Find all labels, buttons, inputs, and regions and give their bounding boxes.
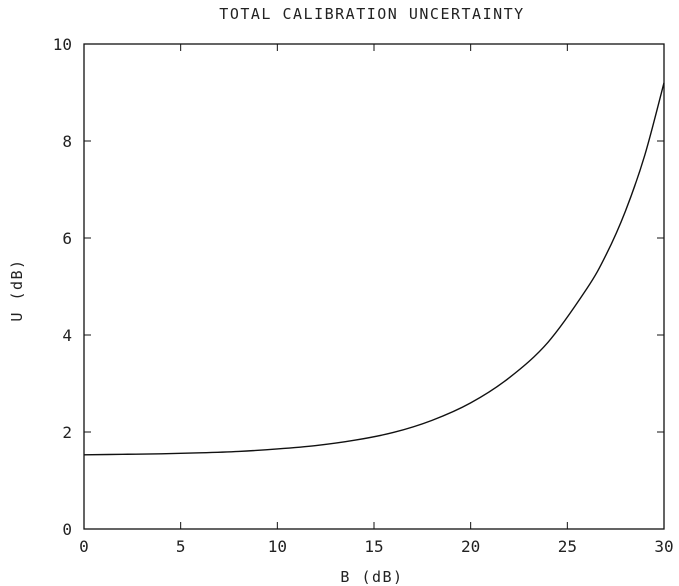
x-tick-label: 5 xyxy=(176,537,186,556)
series-group xyxy=(83,82,665,456)
y-tick-label: 10 xyxy=(53,35,72,54)
x-tick-label: 0 xyxy=(79,537,89,556)
x-tick-label: 10 xyxy=(268,537,287,556)
y-tick-label: 4 xyxy=(62,326,72,345)
x-axis-label: B (dB) xyxy=(340,568,403,586)
y-axis-label: U (dB) xyxy=(8,258,26,321)
x-tick-label: 15 xyxy=(364,537,383,556)
series-line xyxy=(83,82,665,456)
axis-tick-labels: 0 5 10 15 20 25 30 0 2 4 6 8 10 xyxy=(53,35,674,556)
chart-title: TOTAL CALIBRATION UNCERTAINTY xyxy=(219,5,524,23)
x-tick-label: 25 xyxy=(558,537,577,556)
y-tick-label: 0 xyxy=(62,520,72,539)
y-tick-label: 6 xyxy=(62,229,72,248)
x-tick-label: 20 xyxy=(461,537,480,556)
plot-frame xyxy=(83,43,665,530)
axis-ticks xyxy=(83,43,665,530)
x-tick-label: 30 xyxy=(654,537,673,556)
y-tick-label: 8 xyxy=(62,132,72,151)
y-tick-label: 2 xyxy=(62,423,72,442)
